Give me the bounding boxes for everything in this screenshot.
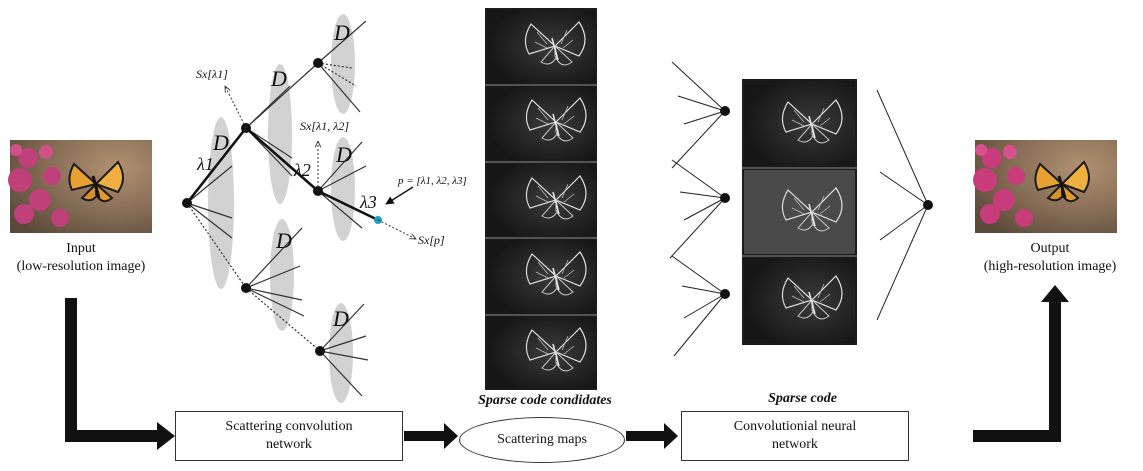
- lambda3-label: λ3: [359, 192, 377, 212]
- sparse-map-2: [744, 170, 855, 254]
- output-label: Output: [1030, 241, 1070, 256]
- scattering-tree: D D D D D D λ1 λ2 λ3 Sx[λ1] Sx[λ1, λ2] S…: [182, 14, 467, 403]
- output-sublabel: (high-resolution image): [983, 259, 1117, 274]
- lambda1-label: λ1: [196, 154, 214, 174]
- dictionary-labels: D D D D D D: [212, 20, 352, 331]
- scattering-network-box: Scattering convolution network: [175, 411, 403, 461]
- sparse-map-1: [744, 81, 855, 166]
- candidate-map-4: [487, 240, 595, 313]
- dict-label-2: D: [270, 66, 287, 91]
- sparse-code-maps: [742, 79, 857, 345]
- scattering-path: [185, 127, 379, 222]
- dict-label-4: D: [335, 142, 352, 167]
- tree-nodes: [182, 58, 325, 356]
- path-definition: p = [λ1, λ2, λ3]: [397, 175, 467, 187]
- sparse-code-caption: Sparse code: [768, 391, 837, 406]
- input-caption: Input (low-resolution image): [0, 240, 162, 276]
- input-image: [8, 140, 152, 233]
- s-lambda1-label: Sx[λ1]: [196, 67, 228, 81]
- dict-label-3: D: [333, 20, 350, 45]
- scattering-network-line1: Scattering convolution: [225, 419, 353, 434]
- candidate-map-3: [487, 164, 595, 236]
- sparse-code-candidates: [485, 8, 597, 390]
- cnn-box: Convolutionial neural network: [681, 411, 909, 461]
- dictionary-ellipses: [208, 14, 355, 403]
- dict-label-5: D: [275, 228, 292, 253]
- candidate-map-5: [487, 317, 595, 388]
- scattering-maps-ellipse: Scattering maps: [459, 417, 625, 463]
- fan-in-lines: [669, 61, 726, 357]
- output-caption: Output (high-resolution image): [960, 240, 1140, 276]
- sparse-map-3: [744, 258, 855, 343]
- candidate-map-1: [487, 10, 595, 83]
- flow-arrows: [65, 285, 1069, 450]
- s-lambda12-label: Sx[λ1, λ2]: [300, 119, 349, 133]
- dict-label-6: D: [332, 306, 349, 331]
- s-p-label: Sx[p]: [418, 233, 445, 247]
- input-sublabel: (low-resolution image): [16, 259, 146, 274]
- sparse-code-candidates-caption: Sparse code condidates: [478, 393, 612, 408]
- dict-label-1: D: [212, 130, 229, 155]
- output-image: [973, 140, 1117, 233]
- scattering-network-line2: network: [266, 437, 312, 452]
- output-fan-lines: [876, 89, 929, 321]
- input-label: Input: [66, 241, 96, 256]
- lambda2-label: λ2: [293, 160, 311, 180]
- candidate-map-2: [487, 87, 595, 160]
- cnn-line2: network: [772, 437, 818, 452]
- cnn-line1: Convolutionial neural: [733, 419, 857, 434]
- scattering-maps-label: Scattering maps: [497, 432, 587, 447]
- flower-cluster: [8, 144, 69, 227]
- flower-cluster-output: [973, 144, 1033, 227]
